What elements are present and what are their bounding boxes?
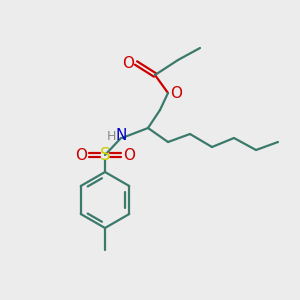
Text: O: O	[122, 56, 134, 70]
Text: N: N	[115, 128, 127, 143]
Text: O: O	[123, 148, 135, 163]
Text: O: O	[75, 148, 87, 163]
Text: S: S	[100, 146, 110, 164]
Text: O: O	[170, 85, 182, 100]
Text: H: H	[106, 130, 116, 142]
